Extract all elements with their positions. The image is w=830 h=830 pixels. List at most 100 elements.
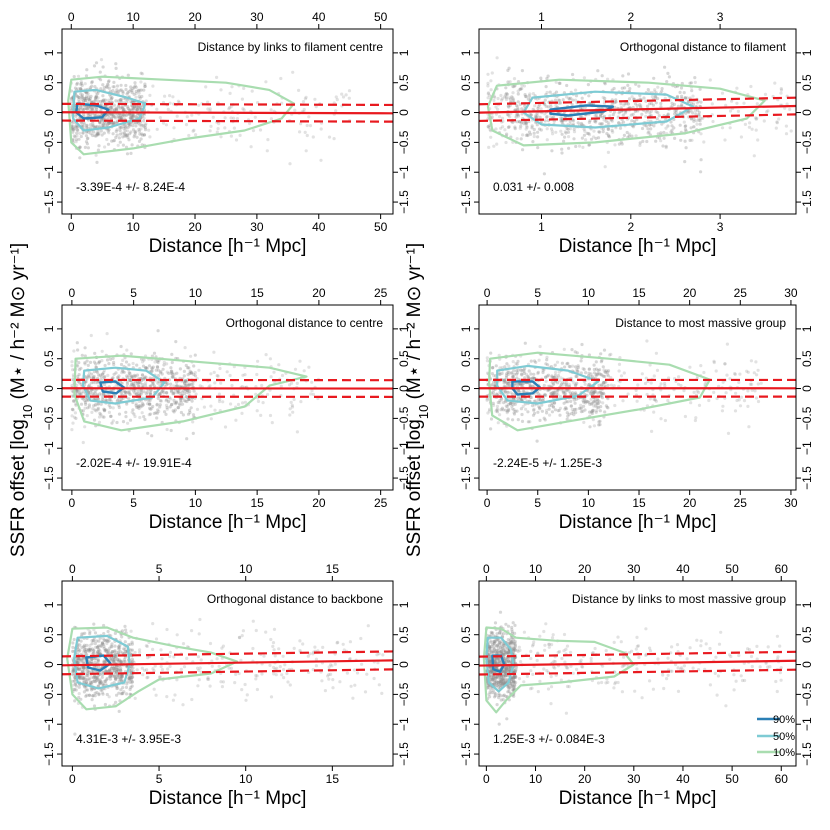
scatter-point [567, 412, 571, 416]
scatter-point [101, 372, 105, 376]
scatter-point [254, 677, 258, 681]
scatter-point [180, 390, 184, 394]
scatter-point [73, 135, 77, 139]
scatter-point [168, 650, 173, 655]
scatter-point [189, 406, 193, 410]
scatter-point [562, 347, 566, 351]
scatter-point [601, 365, 605, 369]
scatter-point [329, 672, 333, 677]
scatter-point [92, 651, 96, 655]
scatter-point [125, 682, 129, 686]
scatter-point [487, 661, 491, 665]
scatter-point [85, 414, 89, 418]
scatter-point [169, 389, 173, 393]
scatter-point [606, 369, 611, 373]
scatter-point [506, 651, 510, 655]
scatter-point [492, 384, 496, 388]
scatter-point [574, 383, 578, 387]
scatter-point [165, 405, 169, 410]
scatter-point [76, 657, 80, 661]
scatter-point [82, 650, 86, 654]
scatter-point [101, 99, 106, 103]
scatter-point [507, 407, 511, 411]
scatter-point [272, 648, 276, 652]
scatter-point [135, 405, 139, 409]
scatter-point [118, 128, 122, 133]
scatter-point [547, 407, 551, 411]
scatter-point [94, 365, 98, 369]
scatter-point [199, 658, 203, 662]
scatter-point [280, 373, 285, 378]
scatter-point [117, 647, 121, 651]
scatter-point [348, 657, 352, 661]
scatter-point [676, 104, 681, 108]
scatter-point [82, 665, 86, 670]
scatter-point [536, 135, 540, 139]
scatter-point [150, 367, 154, 371]
scatter-point [352, 668, 357, 672]
scatter-point [562, 382, 566, 386]
scatter-point [122, 647, 126, 651]
scatter-point [604, 370, 608, 374]
scatter-point [104, 681, 108, 686]
scatter-point [85, 672, 89, 676]
scatter-point [96, 129, 100, 133]
scatter-point [121, 107, 125, 111]
scatter-point [95, 690, 99, 695]
scatter-point [221, 644, 225, 648]
scatter-point [206, 676, 210, 680]
scatter-point [524, 122, 528, 126]
scatter-point [499, 694, 503, 698]
scatter-point [131, 124, 135, 128]
scatter-point [536, 146, 540, 150]
scatter-point [118, 98, 122, 102]
scatter-point [743, 122, 748, 126]
scatter-point [74, 684, 78, 688]
scatter-point [254, 673, 258, 678]
scatter-point [508, 97, 512, 101]
scatter-point [105, 650, 109, 654]
scatter-point [663, 381, 667, 386]
scatter-point [87, 693, 91, 697]
scatter-point [573, 98, 578, 102]
scatter-point [587, 367, 591, 371]
scatter-point [129, 115, 133, 120]
scatter-point [105, 639, 109, 643]
scatter-point [100, 100, 105, 104]
scatter-point [118, 643, 122, 648]
scatter-point [100, 349, 104, 353]
scatter-point [88, 647, 92, 652]
y-tick-label-right: −0.5 [397, 130, 411, 154]
scatter-point [491, 380, 496, 384]
scatter-point [100, 99, 105, 103]
scatter-point [504, 97, 509, 102]
scatter-point [531, 140, 535, 144]
scatter-point [130, 410, 134, 414]
scatter-point [507, 381, 511, 385]
scatter-point [490, 71, 494, 75]
scatter-point [279, 76, 283, 81]
scatter-point [485, 356, 489, 360]
scatter-point [597, 130, 601, 134]
scatter-point [90, 107, 94, 111]
scatter-point [492, 695, 497, 699]
scatter-point [654, 101, 658, 105]
scatter-point [192, 372, 196, 376]
scatter-point [78, 156, 82, 160]
scatter-point [532, 127, 536, 132]
scatter-point [329, 663, 333, 667]
scatter-point [101, 642, 105, 646]
scatter-point [87, 403, 91, 407]
scatter-point [75, 81, 79, 85]
scatter-point [103, 660, 107, 664]
scatter-point [95, 132, 99, 136]
scatter-point [134, 108, 138, 112]
scatter-point [754, 396, 759, 400]
scatter-point [488, 652, 492, 656]
scatter-point [569, 399, 573, 403]
scatter-point [119, 113, 123, 117]
scatter-point [775, 120, 779, 124]
scatter-point [154, 637, 159, 641]
scatter-point [99, 87, 103, 91]
